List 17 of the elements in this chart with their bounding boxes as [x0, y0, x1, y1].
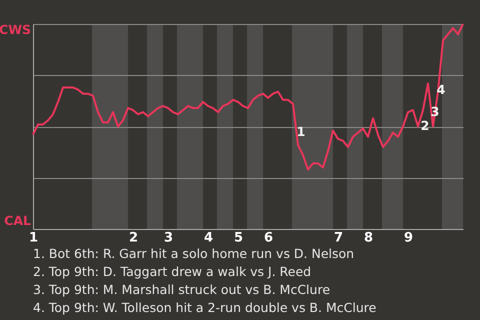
- x-tick-label: 1: [28, 230, 38, 246]
- x-tick-label: 4: [204, 230, 214, 246]
- text: 4. Top 9th: W. Tolleson hit a 2-run double vs B. McClure: [33, 299, 376, 317]
- x-tick-label: 5: [234, 230, 244, 246]
- text: 2. Top 9th: D. Taggart drew a walk vs J. Reed: [33, 263, 312, 281]
- text: CWS: [0, 22, 31, 37]
- x-tick-label: 3: [164, 230, 174, 246]
- annotation: 2: [420, 118, 430, 133]
- annotation: 1: [296, 124, 306, 139]
- x-tick-label: 7: [334, 230, 344, 246]
- x-tick-label: 9: [404, 230, 414, 246]
- text: CAL: [4, 213, 31, 228]
- x-tick-label: 2: [128, 230, 138, 246]
- text: 1. Bot 6th: R. Garr hit a solo home run vs D. Nelson: [33, 245, 356, 263]
- x-tick-label: 8: [364, 230, 374, 246]
- text: 3. Top 9th: M. Marshall struck out vs B. McClure: [33, 281, 332, 299]
- x-tick-label: 6: [264, 230, 274, 246]
